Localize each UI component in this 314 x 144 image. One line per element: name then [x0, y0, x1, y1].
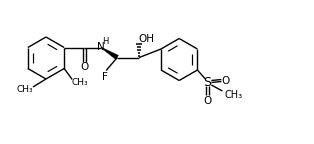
- Text: F: F: [102, 72, 108, 82]
- Text: O: O: [203, 96, 212, 106]
- Text: O: O: [221, 76, 230, 86]
- Text: OH: OH: [138, 34, 154, 43]
- Text: CH₃: CH₃: [17, 86, 33, 94]
- Polygon shape: [101, 47, 118, 60]
- Text: H: H: [102, 37, 109, 46]
- Text: N: N: [97, 41, 105, 52]
- Text: CH₃: CH₃: [224, 90, 242, 100]
- Text: S: S: [203, 75, 211, 89]
- Text: CH₃: CH₃: [72, 78, 89, 87]
- Text: O: O: [80, 62, 88, 72]
